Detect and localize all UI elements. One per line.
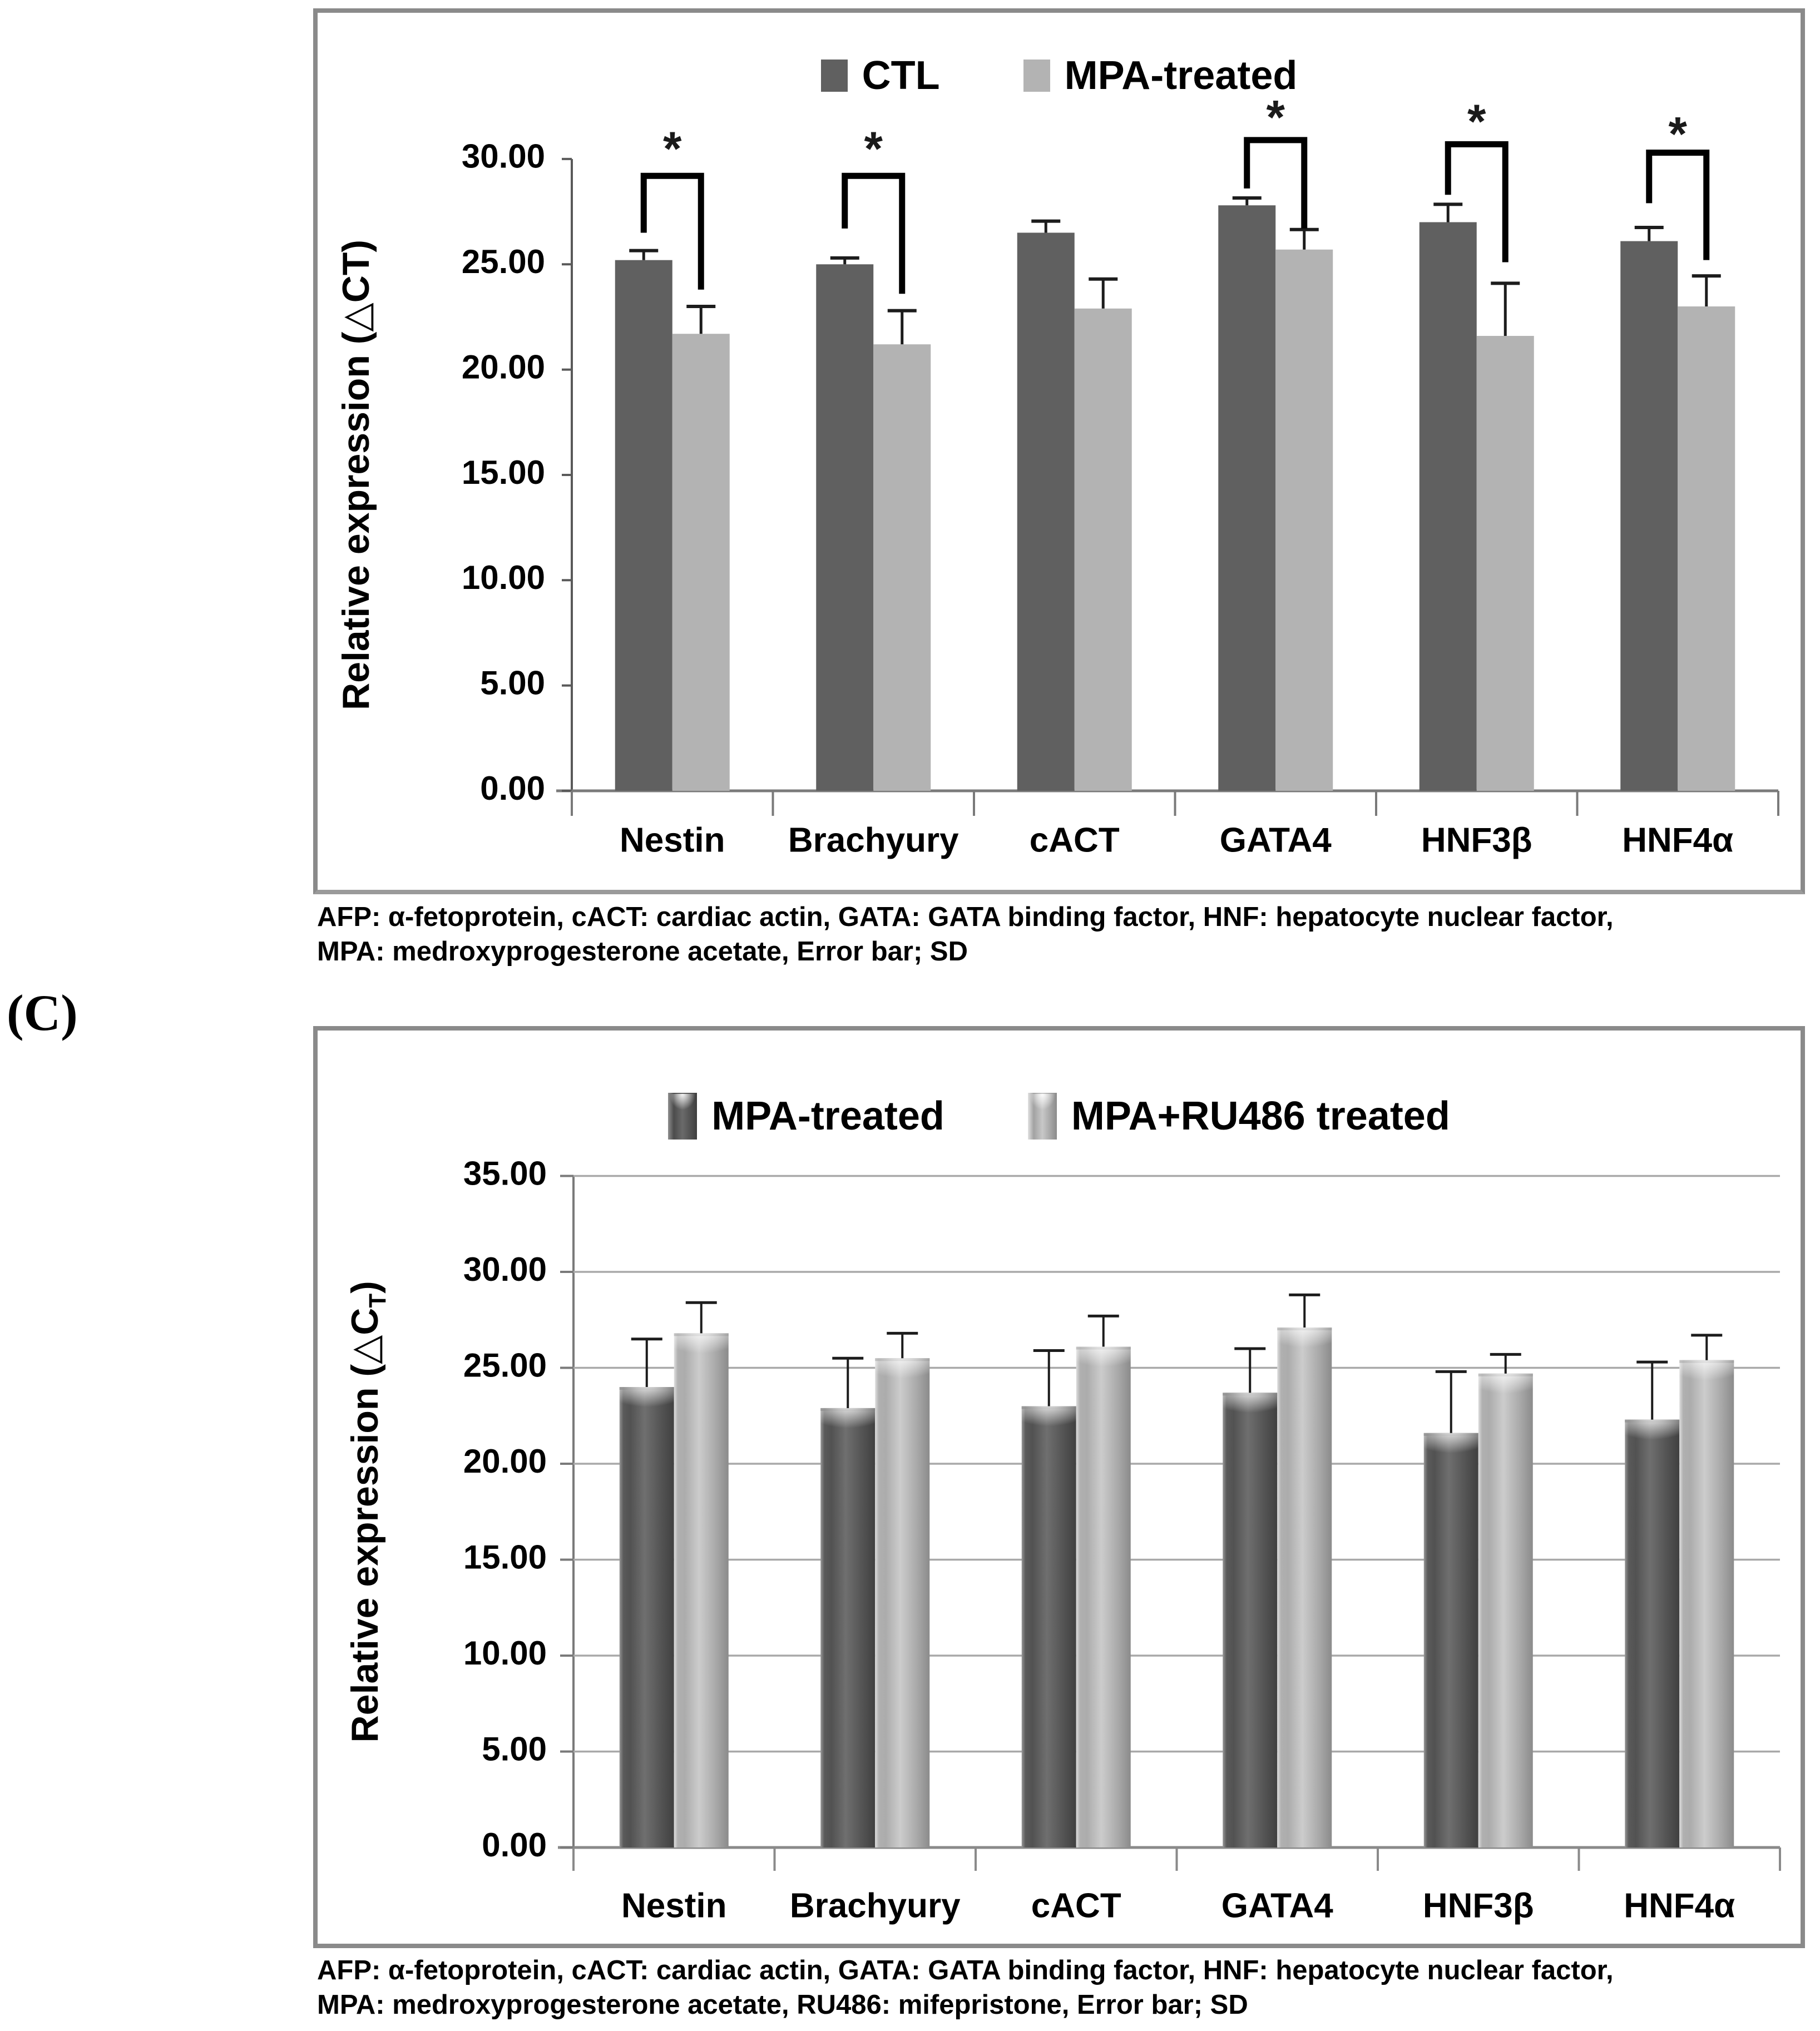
x-category-label: Nestin — [621, 1886, 726, 1925]
y-tick-label: 10.00 — [463, 1634, 547, 1672]
y-tick-label: 0.00 — [480, 770, 545, 807]
y-tick-label: 5.00 — [482, 1730, 547, 1767]
bar — [1074, 308, 1132, 791]
legend-item-mpa-ru486: MPA+RU486 treated — [1027, 1093, 1450, 1140]
y-tick-label: 20.00 — [463, 1443, 547, 1480]
bar — [1423, 1433, 1478, 1847]
legend-swatch-mpa-ru486 — [1027, 1093, 1057, 1140]
panel-b-box: 0.00 5.00 10.00 15.00 20.00 25.00 30.00 35.00 Ne… — [313, 1026, 1805, 1948]
y-axis-title: Relative expression (△CT) — [344, 1281, 390, 1742]
legend-label-ctl: CTL — [862, 53, 940, 98]
bar — [1277, 1327, 1332, 1847]
bar — [820, 1408, 876, 1847]
y-tick-label: 20.00 — [462, 348, 545, 385]
significance-bracket — [1445, 141, 1509, 262]
bars — [619, 1327, 1734, 1847]
significance-star: * — [1267, 91, 1285, 144]
axes — [558, 1175, 1781, 1871]
x-category-label: HNF4α — [1624, 1886, 1735, 1925]
y-tick-label: 35.00 — [463, 1155, 547, 1192]
bar — [1476, 336, 1534, 791]
legend-item-mpa-treated: MPA-treated — [1023, 53, 1298, 98]
caption-b-line1: AFP: α-fetoprotein, cACT: cardiac actin,… — [317, 1955, 1614, 1985]
y-tick-label: 5.00 — [480, 664, 545, 701]
bars — [615, 205, 1735, 791]
error-bars — [629, 196, 1721, 345]
caption-panel-b: AFP: α-fetoprotein, cACT: cardiac actin,… — [317, 1953, 1797, 2022]
legend-item-mpa-treated-b: MPA-treated — [668, 1093, 944, 1140]
legend-panel-a: CTL MPA-treated — [318, 53, 1801, 98]
caption-a-line1: AFP: α-fetoprotein, cACT: cardiac actin,… — [317, 902, 1614, 932]
caption-panel-a: AFP: α-fetoprotein, cACT: cardiac actin,… — [317, 900, 1797, 969]
bar — [1679, 1360, 1734, 1847]
x-category-label: cACT — [1031, 1886, 1121, 1925]
y-tick-label: 25.00 — [462, 243, 545, 280]
bar — [672, 334, 730, 791]
y-tick-label: 25.00 — [463, 1346, 547, 1384]
error-bars — [631, 1293, 1723, 1433]
x-category-label: GATA4 — [1221, 1886, 1333, 1925]
y-tick-label: 30.00 — [463, 1251, 547, 1288]
significance-bracket — [842, 172, 906, 294]
y-tick-label: 15.00 — [462, 454, 545, 491]
bar — [816, 264, 874, 791]
x-category-label: Brachyury — [790, 1886, 961, 1925]
significance-star: * — [864, 122, 883, 176]
bar — [1076, 1346, 1131, 1847]
bar — [1218, 205, 1276, 791]
bar — [674, 1333, 729, 1847]
x-category-label: cACT — [1030, 821, 1120, 859]
bar — [1223, 1393, 1278, 1847]
bar — [1625, 1419, 1680, 1847]
bar — [619, 1387, 674, 1847]
significance-star: * — [1669, 108, 1688, 161]
significance-brackets: * * * * * — [640, 91, 1710, 294]
x-category-label: HNF4α — [1622, 821, 1733, 859]
x-category-label: Nestin — [620, 821, 725, 859]
panel-a-box: 0.00 5.00 10.00 15.00 20.00 25.00 30.00 Nestin B… — [313, 8, 1805, 894]
axes — [556, 157, 1779, 816]
bar-chart-mpa-vs-ru486: 0.00 5.00 10.00 15.00 20.00 25.00 30.00 35.00 Ne… — [344, 1155, 1781, 1925]
legend-swatch-ctl — [820, 60, 848, 92]
bar — [1017, 232, 1075, 791]
panel-letter-label: (C) — [7, 984, 78, 1041]
bar — [1021, 1406, 1076, 1847]
bar — [1419, 222, 1477, 791]
y-axis-title: Relative expression (△CT) — [335, 240, 377, 710]
x-category-label: HNF3β — [1421, 821, 1532, 859]
significance-star: * — [1467, 95, 1486, 148]
bar-chart-ctl-vs-mpa: 0.00 5.00 10.00 15.00 20.00 25.00 30.00 Nestin B… — [335, 91, 1779, 860]
caption-a-line2: MPA: medroxyprogesterone acetate, Error … — [317, 937, 968, 967]
significance-bracket — [1646, 150, 1710, 260]
y-tick-label: 10.00 — [462, 559, 545, 596]
bar — [1620, 241, 1678, 791]
y-tick-label: 15.00 — [463, 1538, 547, 1576]
legend-swatch-mpa-treated-b — [668, 1093, 698, 1140]
bar — [615, 260, 672, 791]
bar — [1478, 1373, 1533, 1847]
bar — [1275, 249, 1333, 791]
legend-label-mpa-ru486: MPA+RU486 treated — [1071, 1094, 1450, 1138]
gridlines — [573, 1175, 1780, 1753]
legend-item-ctl: CTL — [820, 53, 940, 98]
y-tick-label: 30.00 — [462, 138, 545, 175]
legend-panel-b: MPA-treated MPA+RU486 treated — [318, 1093, 1801, 1140]
legend-swatch-mpa-treated — [1023, 60, 1050, 92]
legend-label-mpa-treated: MPA-treated — [1064, 53, 1298, 98]
significance-bracket — [1244, 137, 1308, 229]
bar — [1678, 306, 1735, 791]
legend-label-mpa-treated-b: MPA-treated — [711, 1094, 944, 1138]
bar — [873, 344, 931, 791]
y-tick-label: 0.00 — [482, 1826, 547, 1864]
axis-labels: 0.00 5.00 10.00 15.00 20.00 25.00 30.00 35.00 Ne… — [344, 1155, 1735, 1925]
bar — [875, 1358, 930, 1847]
x-category-label: HNF3β — [1423, 1886, 1534, 1925]
axis-labels: 0.00 5.00 10.00 15.00 20.00 25.00 30.00 Nestin B… — [335, 138, 1733, 860]
significance-star: * — [663, 122, 682, 176]
x-category-label: GATA4 — [1220, 821, 1332, 859]
significance-bracket — [640, 172, 704, 290]
caption-b-line2: MPA: medroxyprogesterone acetate, RU486:… — [317, 1990, 1248, 2020]
x-category-label: Brachyury — [788, 821, 959, 859]
